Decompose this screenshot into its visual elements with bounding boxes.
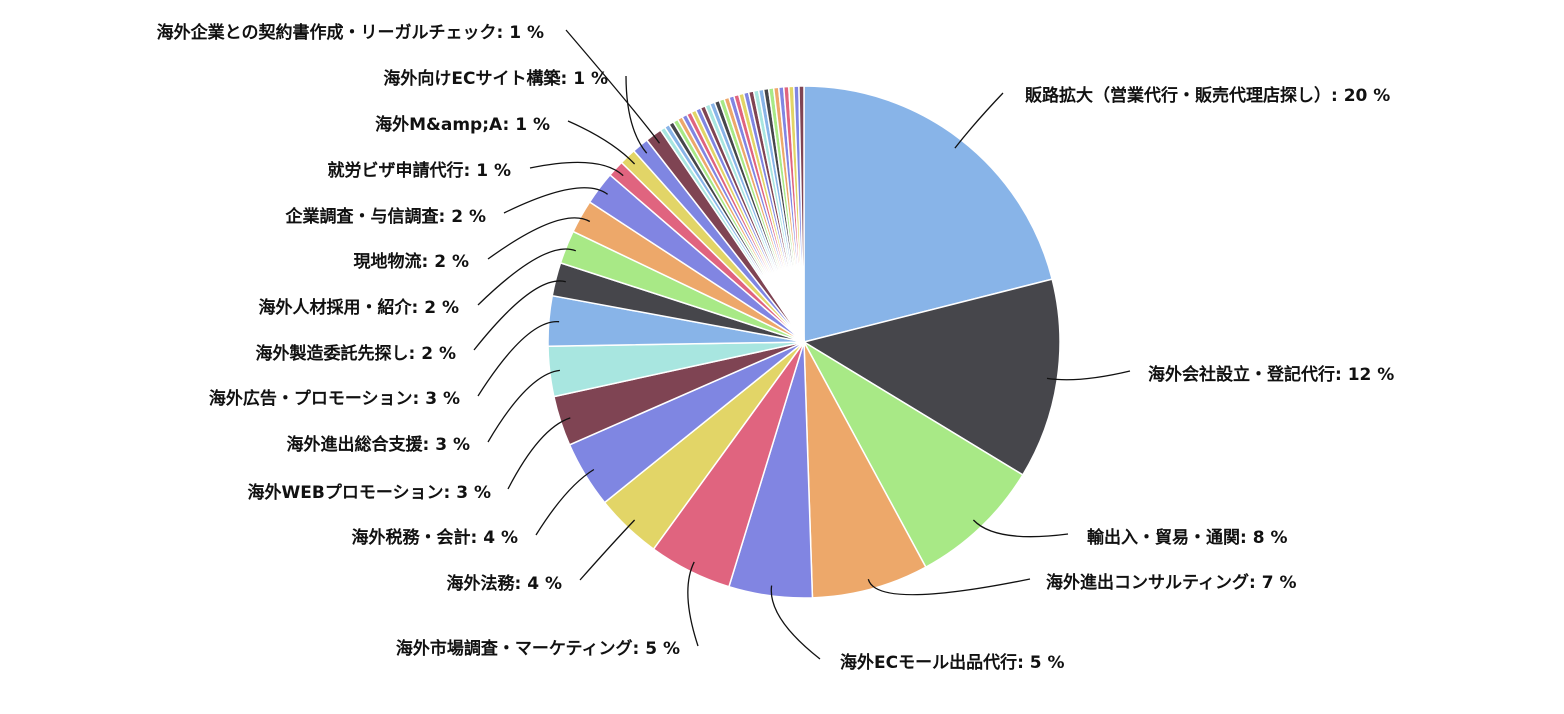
slice-label-7: 海外法務: 4 %	[447, 573, 563, 594]
leader-line-2	[1046, 370, 1131, 381]
leader-line-11	[477, 321, 560, 397]
slice-label-15: 企業調査・与信調査: 2 %	[285, 206, 487, 227]
leader-line-8	[535, 468, 595, 536]
leader-lines	[473, 29, 1131, 660]
slice-label-18: 海外向けECサイト構築: 1 %	[383, 68, 608, 89]
slice-label-14: 現地物流: 2 %	[354, 251, 470, 272]
slice-label-5: 海外ECモール出品代行: 5 %	[840, 652, 1065, 673]
slice-label-1: 販路拡大（営業代行・販売代理店探し）: 20 %	[1025, 85, 1390, 106]
leader-line-19	[565, 29, 661, 144]
pie-slice-3	[802, 339, 1024, 569]
leader-line-3	[972, 519, 1069, 538]
slice-label-11: 海外広告・プロモーション: 3 %	[209, 388, 460, 409]
slice-label-10: 海外進出総合支援: 3 %	[287, 434, 471, 455]
slice-label-12: 海外製造委託先探し: 2 %	[256, 343, 457, 364]
slice-labels: 販路拡大（営業代行・販売代理店探し）: 20 % 海外会社設立・登記代行: 12 …	[157, 22, 1395, 673]
leader-line-14	[487, 217, 591, 260]
leader-line-12	[473, 280, 566, 351]
leader-line-4	[867, 578, 1031, 596]
slice-label-19: 海外企業との契約書作成・リーガルチェック: 1 %	[157, 22, 544, 43]
slice-label-13: 海外人材採用・紹介: 2 %	[259, 297, 460, 318]
leader-line-17	[567, 120, 636, 165]
leader-line-16	[529, 161, 624, 177]
slice-label-8: 海外税務・会計: 4 %	[352, 527, 519, 548]
leader-line-1	[954, 92, 1004, 149]
leader-line-15	[503, 187, 608, 214]
leader-line-6	[687, 561, 699, 647]
slice-label-16: 就労ビザ申請代行: 1 %	[328, 160, 512, 181]
pie-slice-4	[803, 341, 927, 599]
leader-line-10	[487, 369, 560, 443]
leader-line-18	[625, 75, 648, 154]
slice-label-9: 海外WEBプロモーション: 3 %	[248, 482, 491, 503]
leader-line-7	[579, 519, 636, 581]
slice-label-2: 海外会社設立・登記代行: 12 %	[1148, 364, 1394, 385]
slice-label-6: 海外市場調査・マーケティング: 5 %	[396, 638, 680, 659]
leader-line-13	[477, 248, 577, 306]
leader-line-5	[770, 585, 821, 660]
leader-line-9	[507, 417, 571, 490]
slice-label-17: 海外M&amp;A: 1 %	[375, 114, 550, 135]
slice-label-4: 海外進出コンサルティング: 7 %	[1046, 572, 1296, 593]
slice-label-3: 輸出入・貿易・通関: 8 %	[1087, 527, 1288, 548]
pie-slices	[547, 85, 1061, 599]
pie-slice-minor-30	[798, 85, 805, 343]
